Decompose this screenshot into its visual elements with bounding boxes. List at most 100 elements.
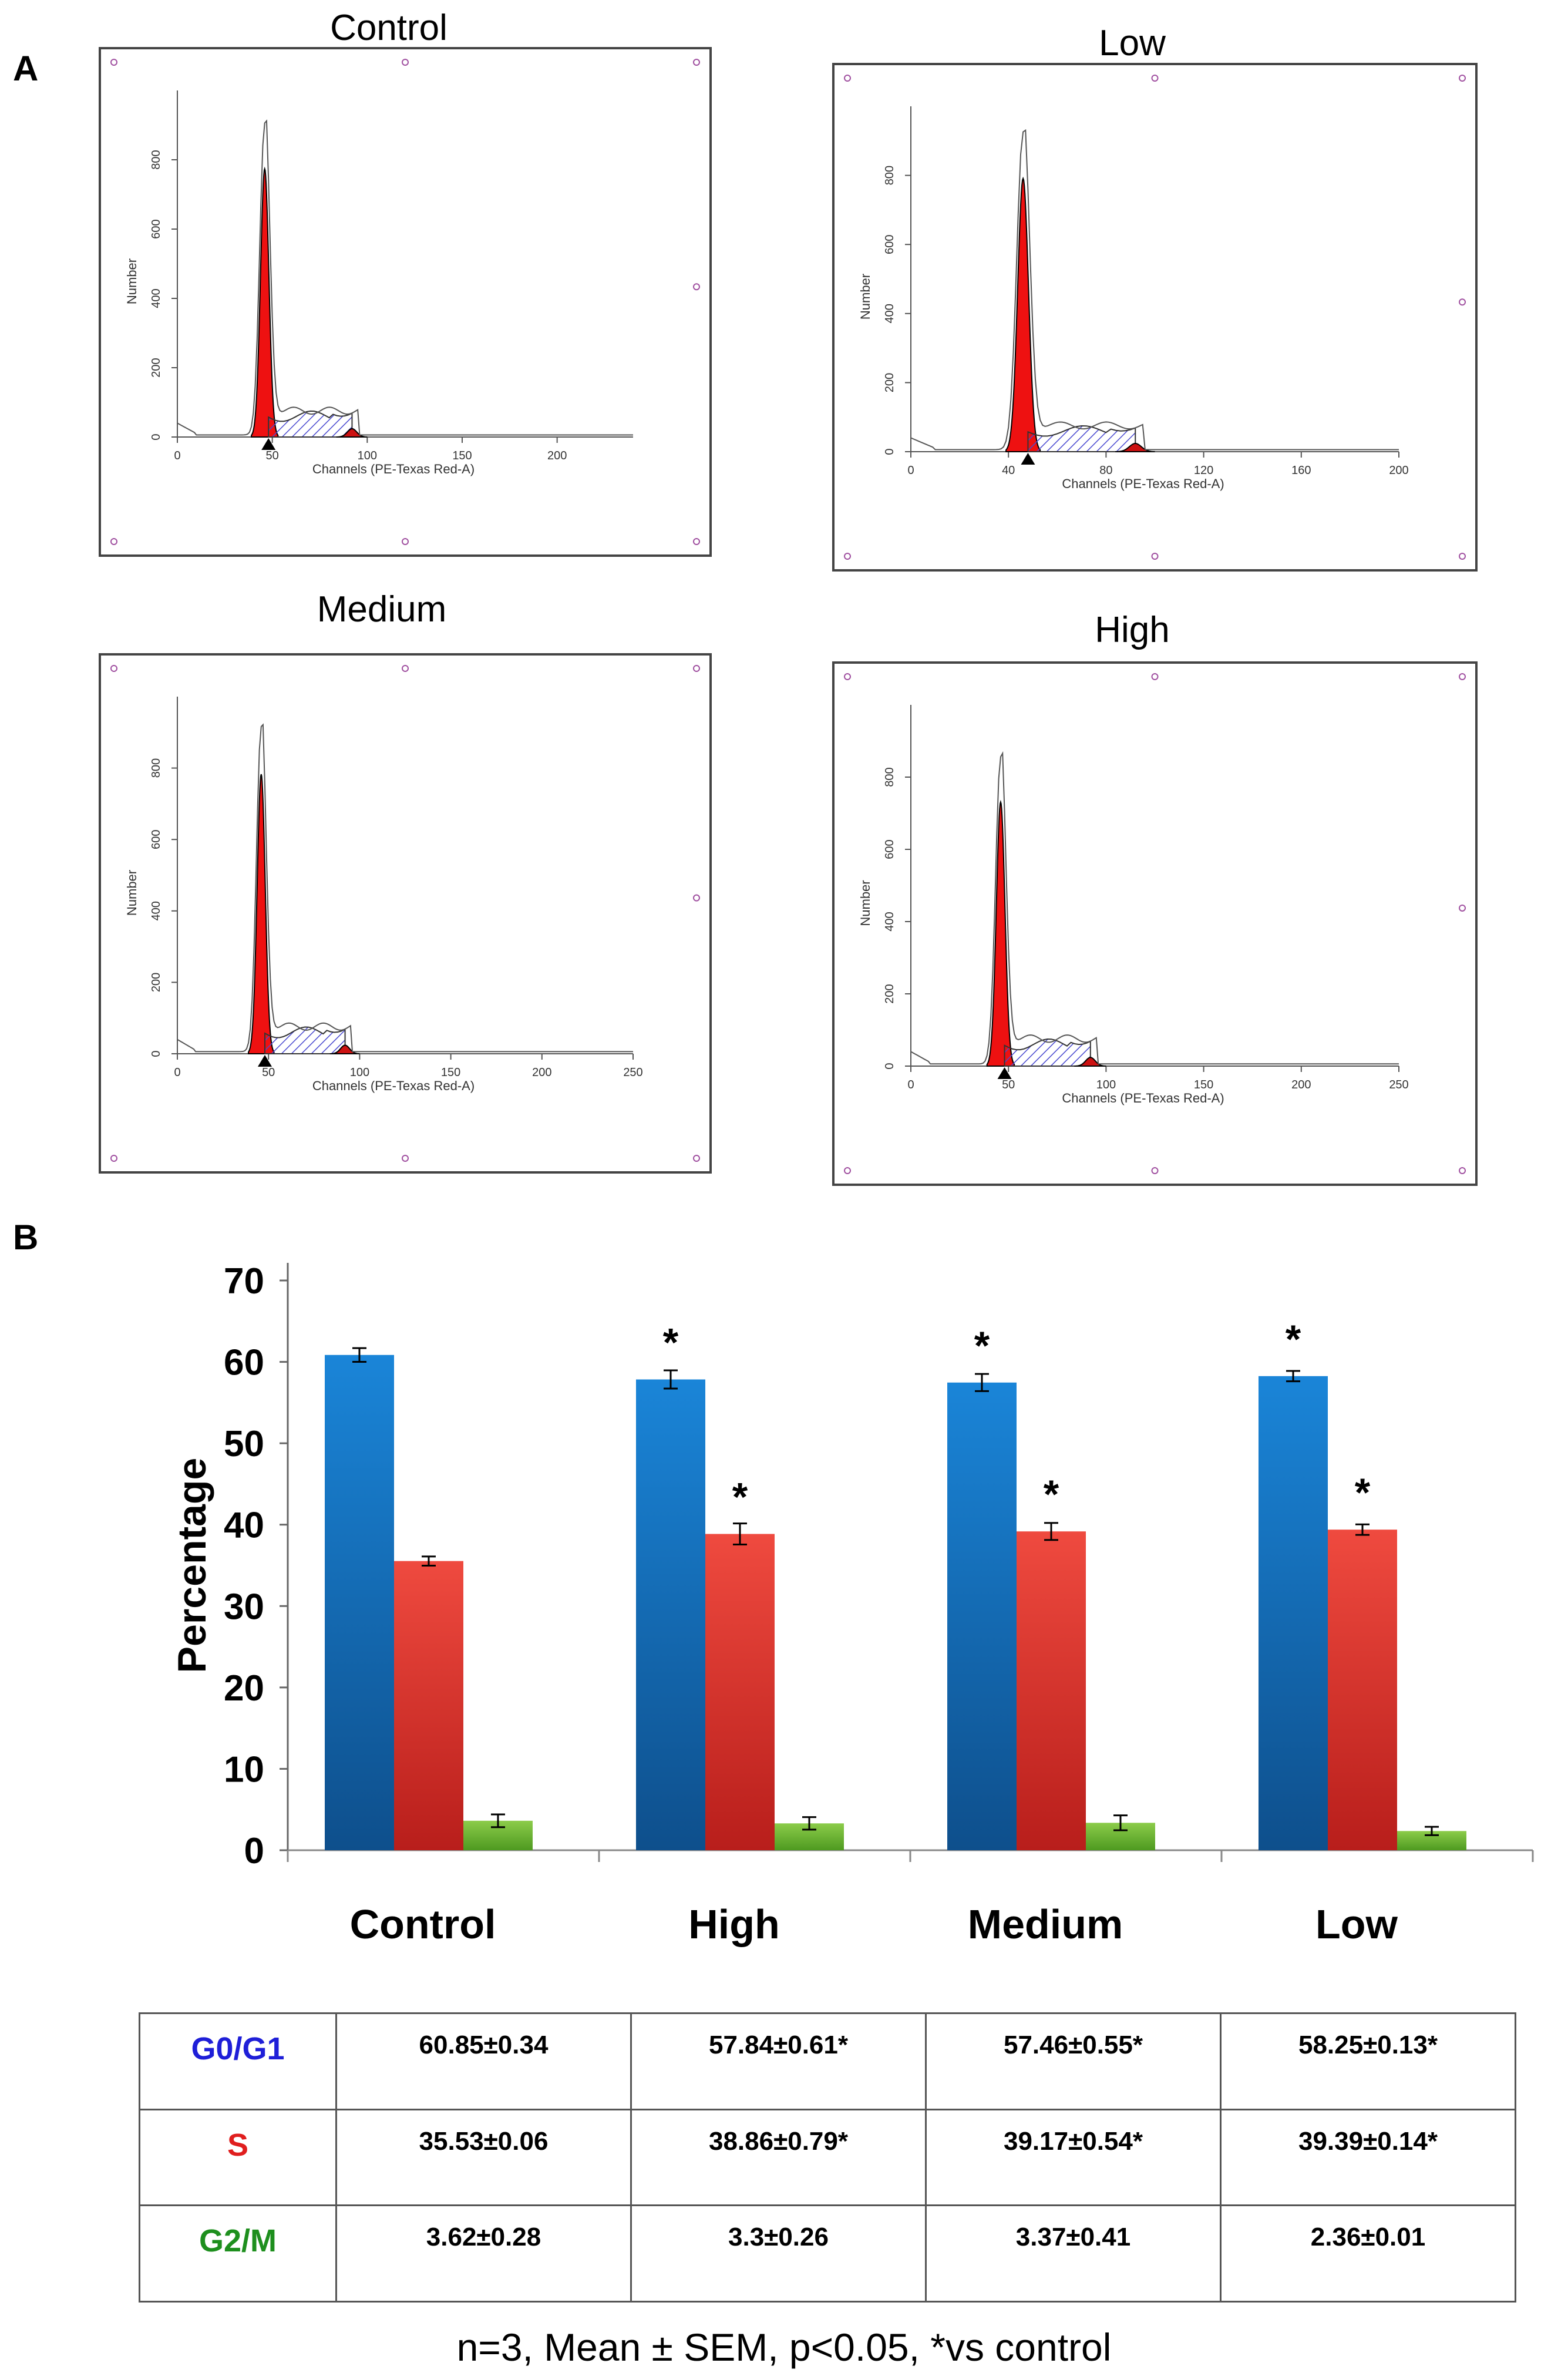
corner-marker: [844, 75, 851, 82]
gate-marker: [257, 1055, 272, 1067]
corner-marker: [1151, 1167, 1159, 1174]
stats-table: G0/G1 60.85±0.34 57.84±0.61* 57.46±0.55*…: [139, 2012, 1516, 2303]
y-tick-label: 800: [883, 767, 896, 786]
bar-y-tick-label: 70: [224, 1261, 264, 1302]
bar-y-tick-label: 30: [224, 1587, 264, 1627]
y-tick-label: 200: [883, 373, 896, 392]
y-tick-label: 400: [150, 901, 163, 920]
table-cell: 3.62±0.28: [335, 2204, 632, 2303]
y-tick-label: 600: [150, 830, 163, 849]
corner-marker: [693, 538, 700, 545]
bar-y-tick-label: 20: [224, 1668, 264, 1709]
corner-marker: [693, 283, 700, 291]
x-tick-label: 50: [1002, 1078, 1015, 1091]
x-tick-label: 250: [1389, 1078, 1408, 1091]
histogram-y-label: Number: [125, 870, 139, 916]
panel-a-label: A: [13, 49, 39, 88]
histogram-y-label: Number: [125, 258, 139, 304]
histogram-x-label: Channels (PE-Texas Red-A): [312, 462, 475, 476]
corner-marker: [402, 1155, 409, 1162]
panel-b-label: B: [13, 1218, 39, 1257]
x-tick-label: 0: [174, 449, 180, 462]
corner-marker: [1151, 75, 1159, 82]
y-tick-label: 800: [883, 166, 896, 185]
table-row-g2m: G2/M 3.62±0.28 3.3±0.26 3.37±0.41 2.36±0…: [139, 2204, 1516, 2303]
x-tick-label: 0: [174, 1066, 180, 1079]
x-tick-label: 0: [907, 1078, 914, 1091]
corner-marker: [693, 665, 700, 672]
histogram-control: 0 200 400 600 800 0 50 100 150 200 Number Channels …: [99, 47, 712, 557]
bar-category-label: Low: [1315, 1901, 1398, 1947]
corner-marker: [844, 673, 851, 680]
y-tick-label: 200: [883, 984, 896, 1003]
histogram-svg: 0 200 400 600 800 0 40 80 120 160 200 Number Channel…: [844, 75, 1466, 560]
bar-category-label: Control: [350, 1901, 496, 1947]
corner-marker: [1459, 1167, 1466, 1174]
corner-marker: [110, 59, 117, 66]
y-tick-label: 600: [883, 235, 896, 254]
table-row-g0g1: G0/G1 60.85±0.34 57.84±0.61* 57.46±0.55*…: [139, 2012, 1516, 2110]
bar-y-tick-label: 60: [224, 1343, 264, 1383]
table-cell: 60.85±0.34: [335, 2012, 632, 2110]
y-tick-label: 800: [150, 150, 163, 169]
y-tick-label: 400: [150, 288, 163, 308]
y-tick-label: 0: [150, 433, 163, 440]
histogram-y-label: Number: [858, 880, 873, 926]
table-cell: 3.37±0.41: [925, 2204, 1222, 2303]
histogram-envelope: [910, 751, 1399, 1065]
corner-marker: [110, 665, 117, 672]
table-cell: 35.53±0.06: [335, 2108, 632, 2207]
histogram-envelope: [177, 723, 633, 1053]
histogram-svg: 0 200 400 600 800 0 50 100 150 200 250 Number Channe…: [844, 673, 1466, 1174]
corner-marker: [110, 538, 117, 545]
x-tick-label: 200: [1291, 1078, 1311, 1091]
footnote: n=3, Mean ± SEM, p<0.05, *vs control: [456, 2325, 1112, 2369]
table-cell: 58.25±0.13*: [1220, 2012, 1516, 2110]
significance-marker: *: [732, 1475, 748, 1520]
corner-marker: [1459, 553, 1466, 560]
corner-marker: [1459, 904, 1466, 912]
histogram-high: 0 200 400 600 800 0 50 100 150 200 250 Number Channe…: [832, 661, 1478, 1186]
g1-peak: [251, 166, 279, 438]
bar-chart-svg: 0 10 20 30 40 50 60 70 Percentage Control * * High * *…: [170, 1261, 1534, 1947]
table-cell: 39.39±0.14*: [1220, 2108, 1516, 2207]
x-tick-label: 0: [907, 464, 914, 477]
x-tick-label: 150: [441, 1066, 460, 1079]
corner-marker: [693, 1155, 700, 1162]
corner-marker: [402, 59, 409, 66]
corner-marker: [1459, 75, 1466, 82]
bar-s: [1328, 1530, 1397, 1850]
y-tick-label: 800: [150, 758, 163, 778]
y-tick-label: 600: [150, 219, 163, 238]
corner-marker: [1459, 298, 1466, 306]
x-tick-label: 200: [532, 1066, 551, 1079]
bar-g0g1: [1259, 1376, 1328, 1850]
x-tick-label: 150: [1194, 1078, 1213, 1091]
x-tick-label: 200: [547, 449, 567, 462]
s-phase-region: [1027, 425, 1136, 452]
y-tick-label: 600: [883, 839, 896, 859]
x-tick-label: 160: [1291, 464, 1311, 477]
corner-marker: [402, 538, 409, 545]
bar-chart: 0 10 20 30 40 50 60 70 Percentage Control * * High * *…: [0, 1233, 1568, 1997]
bar-y-tick-label: 40: [224, 1505, 264, 1546]
corner-marker: [844, 553, 851, 560]
x-tick-label: 80: [1099, 464, 1112, 477]
gate-marker: [1021, 453, 1035, 465]
bar-g0g1: [636, 1379, 705, 1850]
corner-marker: [1459, 673, 1466, 680]
bar-y-tick-label: 0: [244, 1831, 264, 1871]
significance-marker: *: [974, 1323, 990, 1368]
histogram-x-label: Channels (PE-Texas Red-A): [1062, 1091, 1224, 1105]
x-tick-label: 200: [1389, 464, 1408, 477]
y-tick-label: 0: [150, 1050, 163, 1057]
row-label-s: S: [139, 2108, 337, 2207]
significance-marker: *: [1286, 1317, 1301, 1362]
x-tick-label: 120: [1194, 464, 1213, 477]
significance-marker: *: [1044, 1472, 1059, 1517]
x-tick-label: 100: [358, 449, 377, 462]
bar-category-label: High: [688, 1901, 780, 1947]
corner-marker: [1151, 553, 1159, 560]
x-tick-label: 40: [1002, 464, 1015, 477]
y-tick-label: 400: [883, 304, 896, 323]
